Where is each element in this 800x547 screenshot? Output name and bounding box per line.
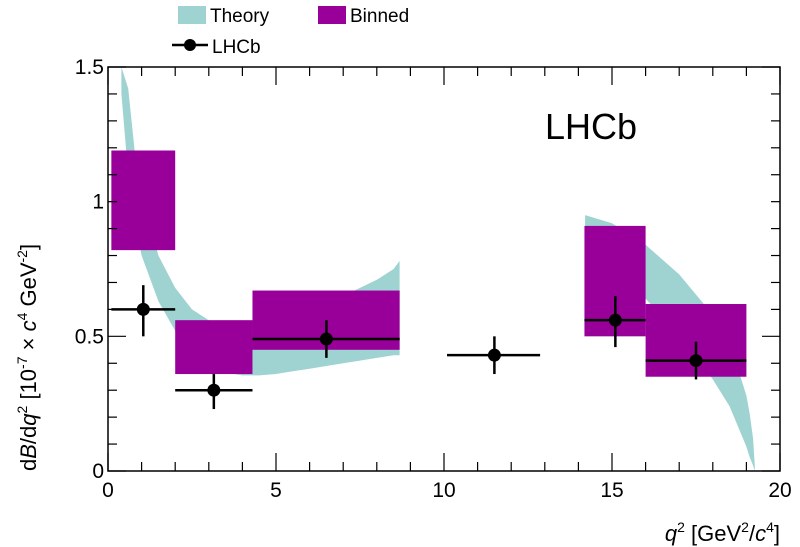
legend-label-theory: Theory (210, 6, 270, 27)
lhcb-marker-3 (487, 348, 501, 362)
lhcb-marker-2 (319, 332, 333, 346)
theory-band-layer (121, 67, 755, 471)
x-label-sup2: 2 (741, 519, 749, 535)
ticks-layer: 0 5 10 15 20 0 0.5 1 1.5 (75, 56, 792, 502)
x-tick-label: 15 (600, 479, 623, 502)
lhcb-marker-5 (689, 354, 703, 368)
x-label-sup1: 2 (677, 519, 685, 535)
binned-box-1 (175, 320, 253, 375)
lhcb-point-1 (175, 374, 253, 410)
lhcb-point-5 (645, 341, 747, 380)
x-tick-label: 5 (270, 479, 282, 502)
x-tick-label: 0 (102, 479, 114, 502)
y-label-sup2: -7 (14, 356, 30, 369)
x-axis-label: q2 [GeV2/c4] (665, 519, 780, 546)
lhcb-point-0 (111, 285, 176, 337)
y-label-times: × (16, 331, 41, 356)
y-label-d: d (16, 459, 41, 471)
lhcb-watermark: LHCb (545, 106, 637, 147)
y-tick-label: 1 (92, 191, 104, 214)
y-label-B: B (16, 444, 41, 459)
x-tick-label: 10 (432, 479, 455, 502)
lhcb-point-2 (252, 320, 400, 358)
lhcb-point-3 (447, 336, 541, 375)
lhcb-marker-1 (207, 383, 221, 397)
lhcb-point-4 (584, 295, 646, 348)
y-label-mid: [10 (16, 369, 41, 406)
legend-label-binned: Binned (350, 6, 409, 27)
legend-marker-lhcb (184, 39, 196, 51)
x-label-close: ] (774, 521, 780, 546)
y-axis-label: dB/dq2 [10-7 × c4 GeV-2] (14, 244, 41, 471)
x-tick-label: 20 (768, 479, 791, 502)
y-label-close: ] (16, 244, 41, 250)
legend-label-lhcb: LHCb (212, 37, 261, 58)
y-label-q: q (16, 413, 41, 426)
y-tick-label: 1.5 (75, 56, 104, 79)
legend-swatch-theory (178, 6, 206, 24)
y-tick-label: 0 (92, 460, 104, 483)
lhcb-marker-0 (136, 302, 150, 316)
y-label-gev: GeV (16, 262, 41, 312)
y-label-slash: /d (16, 426, 41, 444)
y-label-sup3: 4 (14, 312, 30, 320)
y-tick-label: 0.5 (75, 325, 104, 348)
binned-box-0 (111, 150, 176, 251)
x-label-q: q (665, 521, 678, 546)
y-label-sup4: -2 (14, 250, 30, 263)
axes-layer (107, 66, 781, 472)
legend: Theory Binned LHCb (172, 6, 409, 58)
lhcb-marker-4 (608, 313, 622, 327)
x-label-c: c (755, 521, 766, 546)
x-label-open: [GeV (685, 521, 742, 546)
lhcb-points-layer (111, 285, 747, 410)
x-label-sup3: 4 (766, 519, 774, 535)
y-label-sup1: 2 (14, 405, 30, 413)
y-label-c: c (16, 320, 41, 331)
x-label-slash: / (749, 521, 756, 546)
legend-swatch-binned (318, 6, 346, 24)
plot-frame (107, 66, 781, 472)
